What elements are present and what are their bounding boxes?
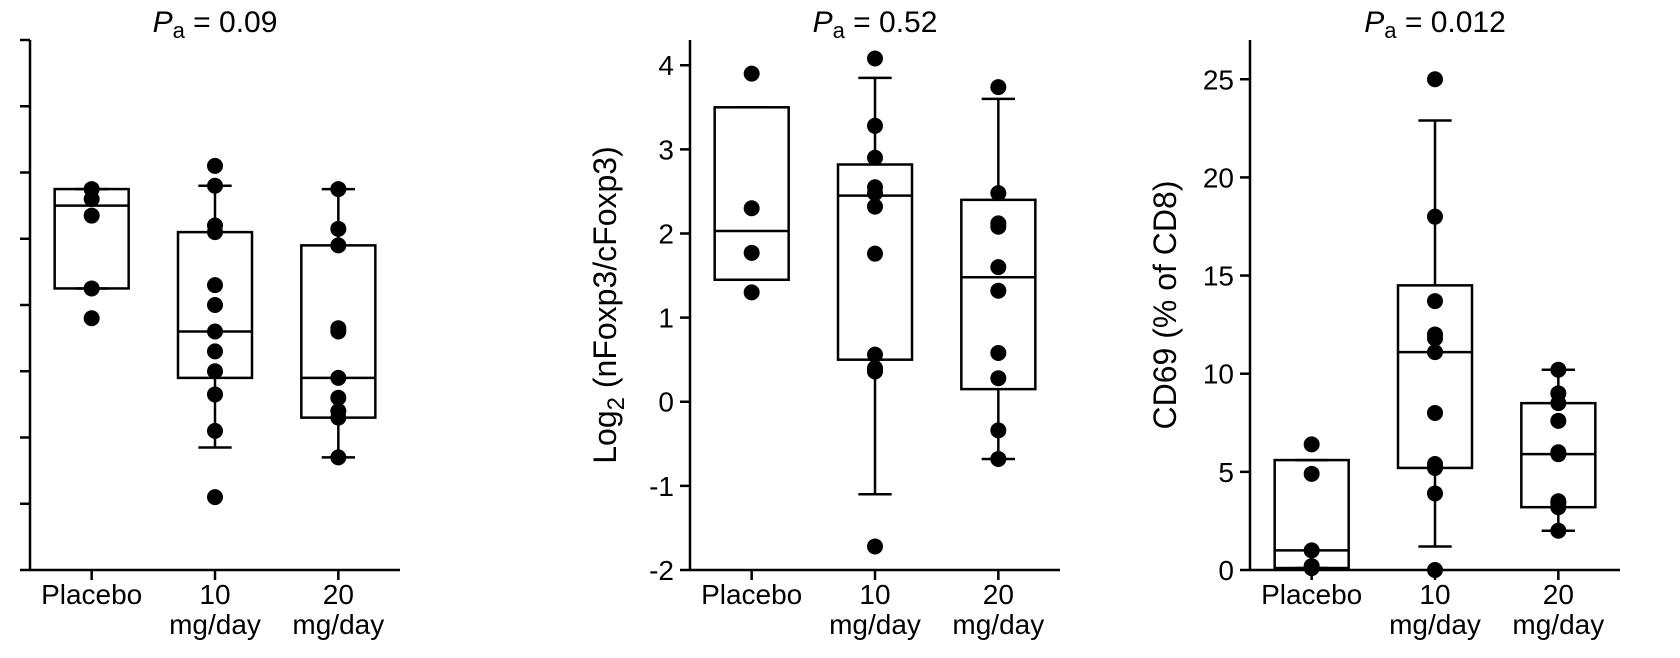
x-category-label: 10	[199, 579, 230, 610]
data-point	[84, 280, 100, 296]
data-point	[207, 489, 223, 505]
data-point	[330, 237, 346, 253]
x-category-sublabel: mg/day	[1512, 609, 1604, 640]
panel-a: Pa = 0.09Placebo10mg/day20mg/day	[0, 0, 560, 658]
data-point	[207, 277, 223, 293]
data-point	[990, 259, 1006, 275]
x-category-label: Placebo	[41, 579, 142, 610]
ytick-label: 25	[1203, 64, 1234, 95]
data-point	[1550, 413, 1566, 429]
x-category-label: Placebo	[1261, 579, 1362, 610]
data-point	[207, 178, 223, 194]
data-point	[1550, 362, 1566, 378]
data-point	[330, 370, 346, 386]
data-point	[867, 538, 883, 554]
y-axis-label: Log2 (nFoxp3/cFoxp3)	[587, 146, 630, 464]
data-point	[207, 423, 223, 439]
data-point	[990, 345, 1006, 361]
data-point	[1550, 446, 1566, 462]
data-point	[1427, 344, 1443, 360]
data-point	[990, 185, 1006, 201]
x-category-label: 20	[323, 579, 354, 610]
data-point	[84, 310, 100, 326]
data-point	[207, 386, 223, 402]
data-point	[1550, 499, 1566, 515]
data-point	[990, 79, 1006, 95]
data-point	[207, 297, 223, 313]
data-point	[1427, 330, 1443, 346]
data-point	[207, 158, 223, 174]
ytick-label: -1	[649, 471, 674, 502]
data-point	[1304, 542, 1320, 558]
data-point	[1427, 485, 1443, 501]
data-point	[867, 150, 883, 166]
data-point	[1427, 71, 1443, 87]
data-point	[867, 363, 883, 379]
ytick-label: 15	[1203, 261, 1234, 292]
x-category-sublabel: mg/day	[829, 609, 921, 640]
data-point	[990, 283, 1006, 299]
chart-panels: Pa = 0.09Placebo10mg/day20mg/day -2-1012…	[0, 0, 1680, 658]
x-category-label: 10	[859, 579, 890, 610]
p-value: Pa = 0.012	[1364, 6, 1506, 43]
p-value: Pa = 0.52	[813, 6, 938, 43]
ytick-label: 0	[1218, 555, 1234, 586]
x-category-label: Placebo	[701, 579, 802, 610]
data-point	[990, 370, 1006, 386]
data-point	[330, 449, 346, 465]
data-point	[990, 451, 1006, 467]
data-point	[330, 181, 346, 197]
data-point	[330, 221, 346, 237]
panel-b: -2 -1 0 1 2 3 4 Log2 (nFoxp3/cFoxp3) Pa = 0.52 Pl…	[560, 0, 1120, 658]
data-point	[867, 51, 883, 67]
data-point	[867, 246, 883, 262]
y-axis-label: CD69 (% of CD8)	[1147, 181, 1183, 430]
data-point	[990, 219, 1006, 235]
x-category-sublabel: mg/day	[952, 609, 1044, 640]
p-value: Pa = 0.09	[153, 6, 278, 43]
ytick-label: 1	[658, 303, 674, 334]
ytick-label: 10	[1203, 359, 1234, 390]
data-point	[207, 324, 223, 340]
ytick-label: 0	[658, 387, 674, 418]
data-point	[1550, 523, 1566, 539]
data-point	[1304, 466, 1320, 482]
data-point	[84, 191, 100, 207]
x-category-label: 10	[1419, 579, 1450, 610]
x-category-sublabel: mg/day	[1389, 609, 1481, 640]
data-point	[1304, 436, 1320, 452]
ytick-label: -2	[649, 555, 674, 586]
data-point	[207, 363, 223, 379]
data-point	[330, 410, 346, 426]
ytick-label: 20	[1203, 162, 1234, 193]
ytick-label: 2	[658, 218, 674, 249]
x-category-sublabel: mg/day	[292, 609, 384, 640]
data-point	[867, 199, 883, 215]
data-point	[744, 66, 760, 82]
x-category-label: 20	[983, 579, 1014, 610]
data-point	[1550, 395, 1566, 411]
ytick-label: 5	[1218, 457, 1234, 488]
data-point	[1427, 460, 1443, 476]
data-point	[990, 422, 1006, 438]
data-point	[207, 224, 223, 240]
data-point	[84, 208, 100, 224]
x-category-label: 20	[1543, 579, 1574, 610]
data-point	[744, 284, 760, 300]
panel-c: 0 5 10 15 20 25 CD69 (% of CD8) Pa = 0.012 Place…	[1120, 0, 1680, 658]
x-category-sublabel: mg/day	[169, 609, 261, 640]
data-point	[1427, 293, 1443, 309]
data-point	[867, 118, 883, 134]
ytick-label: 4	[658, 50, 674, 81]
boxplot-box	[1398, 285, 1472, 468]
data-point	[1427, 405, 1443, 421]
data-point	[744, 245, 760, 261]
data-point	[207, 343, 223, 359]
ytick-label: 3	[658, 134, 674, 165]
data-point	[744, 200, 760, 216]
data-point	[330, 324, 346, 340]
data-point	[1427, 209, 1443, 225]
